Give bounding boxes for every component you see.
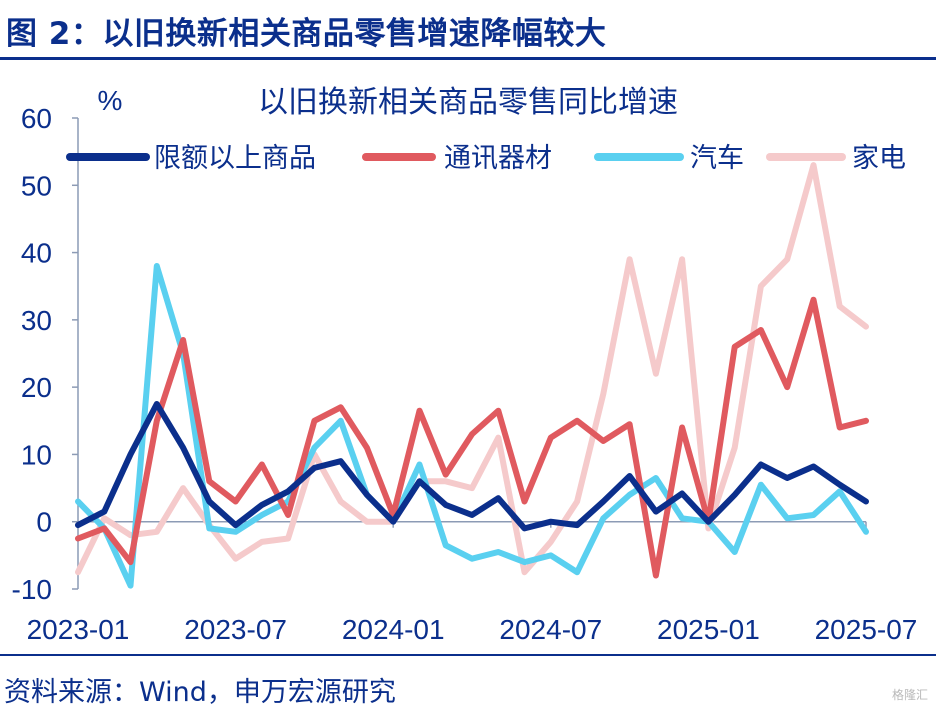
- y-tick-label: 20: [21, 372, 52, 403]
- legend-label-0: 限额以上商品: [154, 143, 316, 174]
- series-line-2: [75, 263, 869, 589]
- x-tick-label: 2025-07: [815, 614, 918, 645]
- legend-label-3: 家电: [852, 143, 906, 174]
- y-tick-label: 60: [21, 103, 52, 134]
- axes: -10 0 10 20 30 40 50 60 2023-01 2023-07 2024-01 202…: [12, 103, 918, 645]
- x-tick-label: 2024-01: [342, 614, 445, 645]
- y-tick-label: 10: [21, 439, 52, 470]
- legend-label-2: 汽车: [690, 143, 744, 174]
- y-tick-label: 0: [36, 507, 52, 538]
- x-tick-label: 2024-07: [499, 614, 602, 645]
- y-tick-label: -10: [12, 574, 52, 605]
- chart-title: 以旧换新相关商品零售同比增速: [258, 85, 678, 120]
- y-tick-label: 50: [21, 170, 52, 201]
- title-divider: [0, 57, 936, 60]
- watermark-logo: 格隆汇: [891, 688, 928, 702]
- series-line-1: [75, 296, 869, 579]
- legend-label-1: 通讯器材: [444, 143, 552, 174]
- x-tick-label: 2023-07: [184, 614, 287, 645]
- y-axis-label: %: [98, 85, 123, 116]
- x-tick-label: 2025-01: [657, 614, 760, 645]
- y-tick-label: 30: [21, 305, 52, 336]
- bottom-divider: [0, 654, 936, 656]
- y-tick-label: 40: [21, 238, 52, 269]
- series-layer: [75, 162, 869, 589]
- line-chart: 以旧换新相关商品零售同比增速 % -10 0 10 20 30 40 50 60 2023-01…: [12, 85, 918, 645]
- x-tick-label: 2023-01: [27, 614, 130, 645]
- source-note: 资料来源：Wind，申万宏源研究: [4, 677, 396, 708]
- series-line-0: [75, 401, 869, 532]
- legend: 限额以上商品 通讯器材 汽车 家电: [66, 143, 906, 174]
- figure-title: 图 2：以旧换新相关商品零售增速降幅较大: [6, 16, 607, 52]
